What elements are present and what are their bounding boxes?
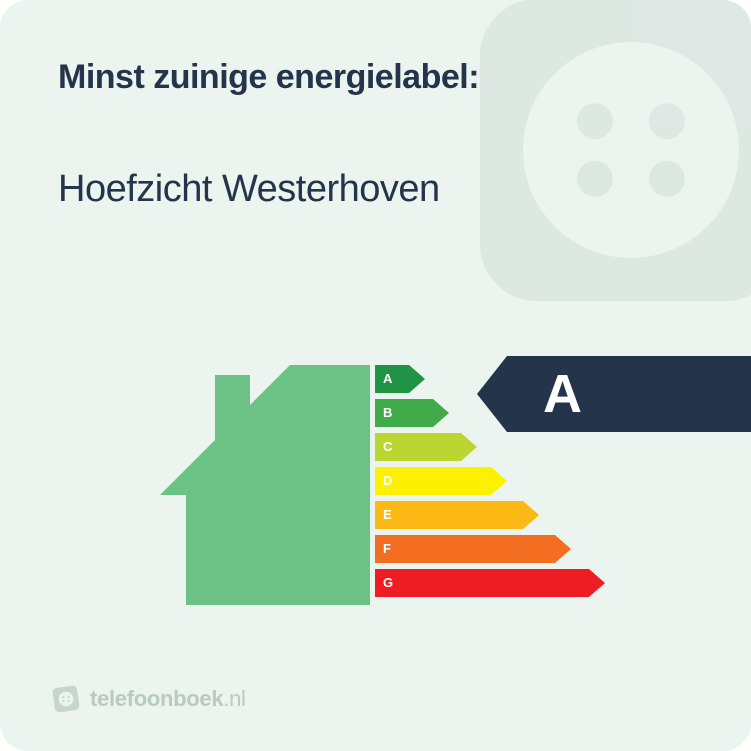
- bar-letter: C: [383, 433, 392, 461]
- bar-body: [375, 467, 491, 495]
- bar-tip: [555, 535, 571, 563]
- bar-tip: [523, 501, 539, 529]
- bar-tip: [433, 399, 449, 427]
- bar-tip: [461, 433, 477, 461]
- bar-letter: B: [383, 399, 392, 427]
- bar-tip: [409, 365, 425, 393]
- energy-label-card: Minst zuinige energielabel: Hoefzicht We…: [0, 0, 751, 751]
- result-letter: A: [543, 367, 582, 421]
- footer-brand-light: .nl: [223, 686, 245, 711]
- card-subtitle: Hoefzicht Westerhoven: [58, 168, 440, 211]
- bar-letter: A: [383, 365, 392, 393]
- footer-logo-icon: [52, 685, 80, 713]
- footer: telefoonboek.nl: [52, 685, 246, 713]
- house-icon: [160, 355, 370, 615]
- watermark-icon: [451, 0, 751, 330]
- bar-body: [375, 501, 523, 529]
- bar-body: [375, 535, 555, 563]
- bar-letter: D: [383, 467, 392, 495]
- bar-letter: F: [383, 535, 391, 563]
- footer-brand: telefoonboek.nl: [90, 686, 246, 712]
- footer-brand-bold: telefoonboek: [90, 686, 223, 711]
- bar-letter: E: [383, 501, 392, 529]
- result-badge: A: [507, 356, 751, 432]
- bar-letter: G: [383, 569, 393, 597]
- bar-body: [375, 569, 589, 597]
- bar-tip: [491, 467, 507, 495]
- bar-tip: [589, 569, 605, 597]
- card-title: Minst zuinige energielabel:: [58, 58, 479, 97]
